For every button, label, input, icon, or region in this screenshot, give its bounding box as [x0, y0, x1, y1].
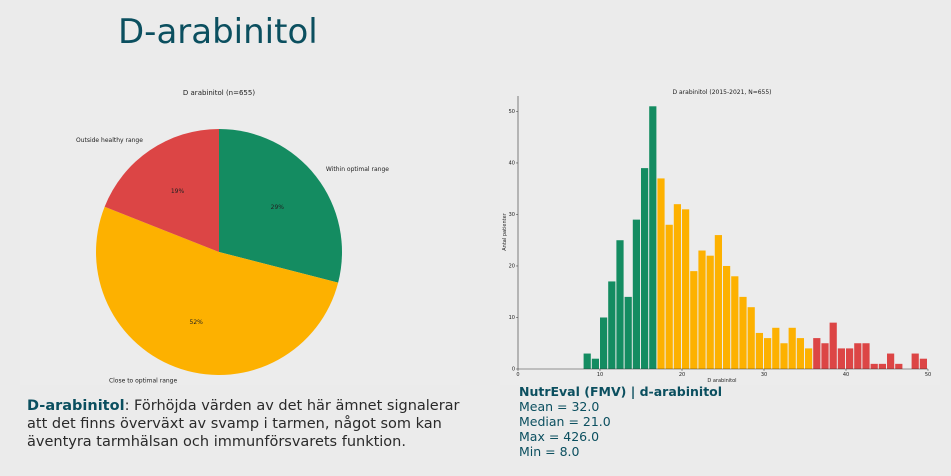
histogram-bar	[591, 358, 599, 369]
pie-slice-close-to-optimal-range	[96, 206, 339, 375]
histogram-y-tick-label: 20	[509, 264, 515, 270]
histogram-bar	[846, 348, 854, 369]
histogram-bar	[624, 296, 632, 369]
histogram-x-tick-label: 50	[925, 372, 931, 378]
stats-median: Median = 21.0	[519, 414, 611, 429]
histogram-bar	[706, 255, 714, 369]
histogram-bar	[649, 106, 657, 370]
histogram-bar	[821, 343, 829, 369]
histogram-bar	[673, 204, 681, 369]
histogram-bar	[829, 322, 837, 369]
histogram-bar	[911, 353, 919, 369]
histogram-y-tick-label: 40	[509, 161, 515, 167]
histogram-y-tick-label: 50	[509, 109, 515, 115]
histogram-y-tick-label: 10	[509, 315, 515, 321]
histogram-bar	[690, 271, 698, 369]
histogram-bar	[755, 332, 763, 369]
histogram-bar	[854, 343, 862, 369]
histogram-bar	[583, 353, 591, 369]
histogram-bar	[600, 317, 608, 369]
stats-min: Min = 8.0	[519, 444, 580, 459]
histogram-bar	[641, 168, 649, 369]
histogram-bar	[919, 358, 927, 369]
description-term: D-arabinitol	[27, 398, 125, 414]
pie-slice-within-optimal-range	[219, 129, 342, 283]
histogram-y-tick-label: 0	[512, 367, 515, 373]
stats-title: NutrEval (FMV) | d-arabinitol	[519, 384, 723, 399]
histogram-bar	[772, 327, 780, 369]
histogram-bar	[805, 348, 813, 369]
histogram-bar	[714, 235, 722, 369]
histogram-y-axis-label: Antal patienter	[502, 212, 508, 250]
stats-max: Max = 426.0	[519, 429, 600, 444]
histogram-bar	[780, 343, 788, 369]
histogram-x-axis-label: D arabinitol	[707, 378, 736, 384]
histogram-bar	[764, 338, 772, 369]
histogram-x-tick-label: 10	[597, 372, 603, 378]
pie-chart: D arabinitol (n=655) 29% Within optimal r…	[76, 89, 389, 385]
histogram-bar	[665, 224, 673, 369]
histogram-panel: D arabinitol (2015-2021, N=655) 0 10 20 30 4…	[500, 80, 940, 385]
histogram-bar	[739, 296, 747, 369]
histogram-bar	[698, 250, 706, 369]
pie-category-label: Within optimal range	[326, 166, 389, 173]
pie-category-label: Outside healthy range	[76, 137, 143, 144]
histogram-x-tick-label: 30	[761, 372, 767, 378]
histogram-bar	[813, 338, 821, 369]
histogram-bar	[878, 363, 886, 369]
histogram-title: D arabinitol (2015-2021, N=655)	[672, 89, 771, 96]
pie-percent-label: 52%	[190, 319, 204, 326]
stats-block: NutrEval (FMV) | d-arabinitol Mean = 32.…	[519, 384, 722, 459]
histogram-bar	[616, 240, 624, 369]
histogram-bar	[837, 348, 845, 369]
histogram-y-tick-label: 30	[509, 212, 515, 218]
histogram-bar	[731, 276, 739, 369]
histogram-chart: D arabinitol (2015-2021, N=655) 0 10 20 30 4…	[502, 89, 931, 384]
pie-chart-panel: D arabinitol (n=655) 29% Within optimal r…	[20, 80, 460, 385]
histogram-bar	[870, 363, 878, 369]
histogram-bar	[862, 343, 870, 369]
histogram-x-tick-label: 40	[843, 372, 849, 378]
histogram-bar	[788, 327, 796, 369]
stats-mean: Mean = 32.0	[519, 399, 600, 414]
pie-category-label: Close to optimal range	[109, 378, 178, 385]
histogram-bar	[657, 178, 665, 369]
page-title: D-arabinitol	[118, 12, 318, 52]
histogram-bar	[632, 219, 640, 369]
pie-percent-label: 19%	[171, 188, 185, 195]
histogram-x-tick-label: 20	[679, 372, 685, 378]
histogram-bar	[796, 338, 804, 369]
histogram-bar	[608, 281, 616, 369]
pie-chart-title: D arabinitol (n=655)	[183, 89, 255, 97]
histogram-x-tick-label: 0	[516, 372, 519, 378]
histogram-bar	[895, 363, 903, 369]
histogram-bar	[747, 307, 755, 369]
histogram-bar	[723, 265, 731, 369]
pie-slice-outside-healthy-range	[104, 129, 219, 252]
description-text: : Förhöjda värden av det här ämnet signa…	[27, 398, 460, 450]
histogram-bar	[682, 209, 690, 369]
histogram-bar	[887, 353, 895, 369]
pie-percent-label: 29%	[271, 204, 285, 211]
description-paragraph: D-arabinitol: Förhöjda värden av det här…	[27, 397, 467, 451]
